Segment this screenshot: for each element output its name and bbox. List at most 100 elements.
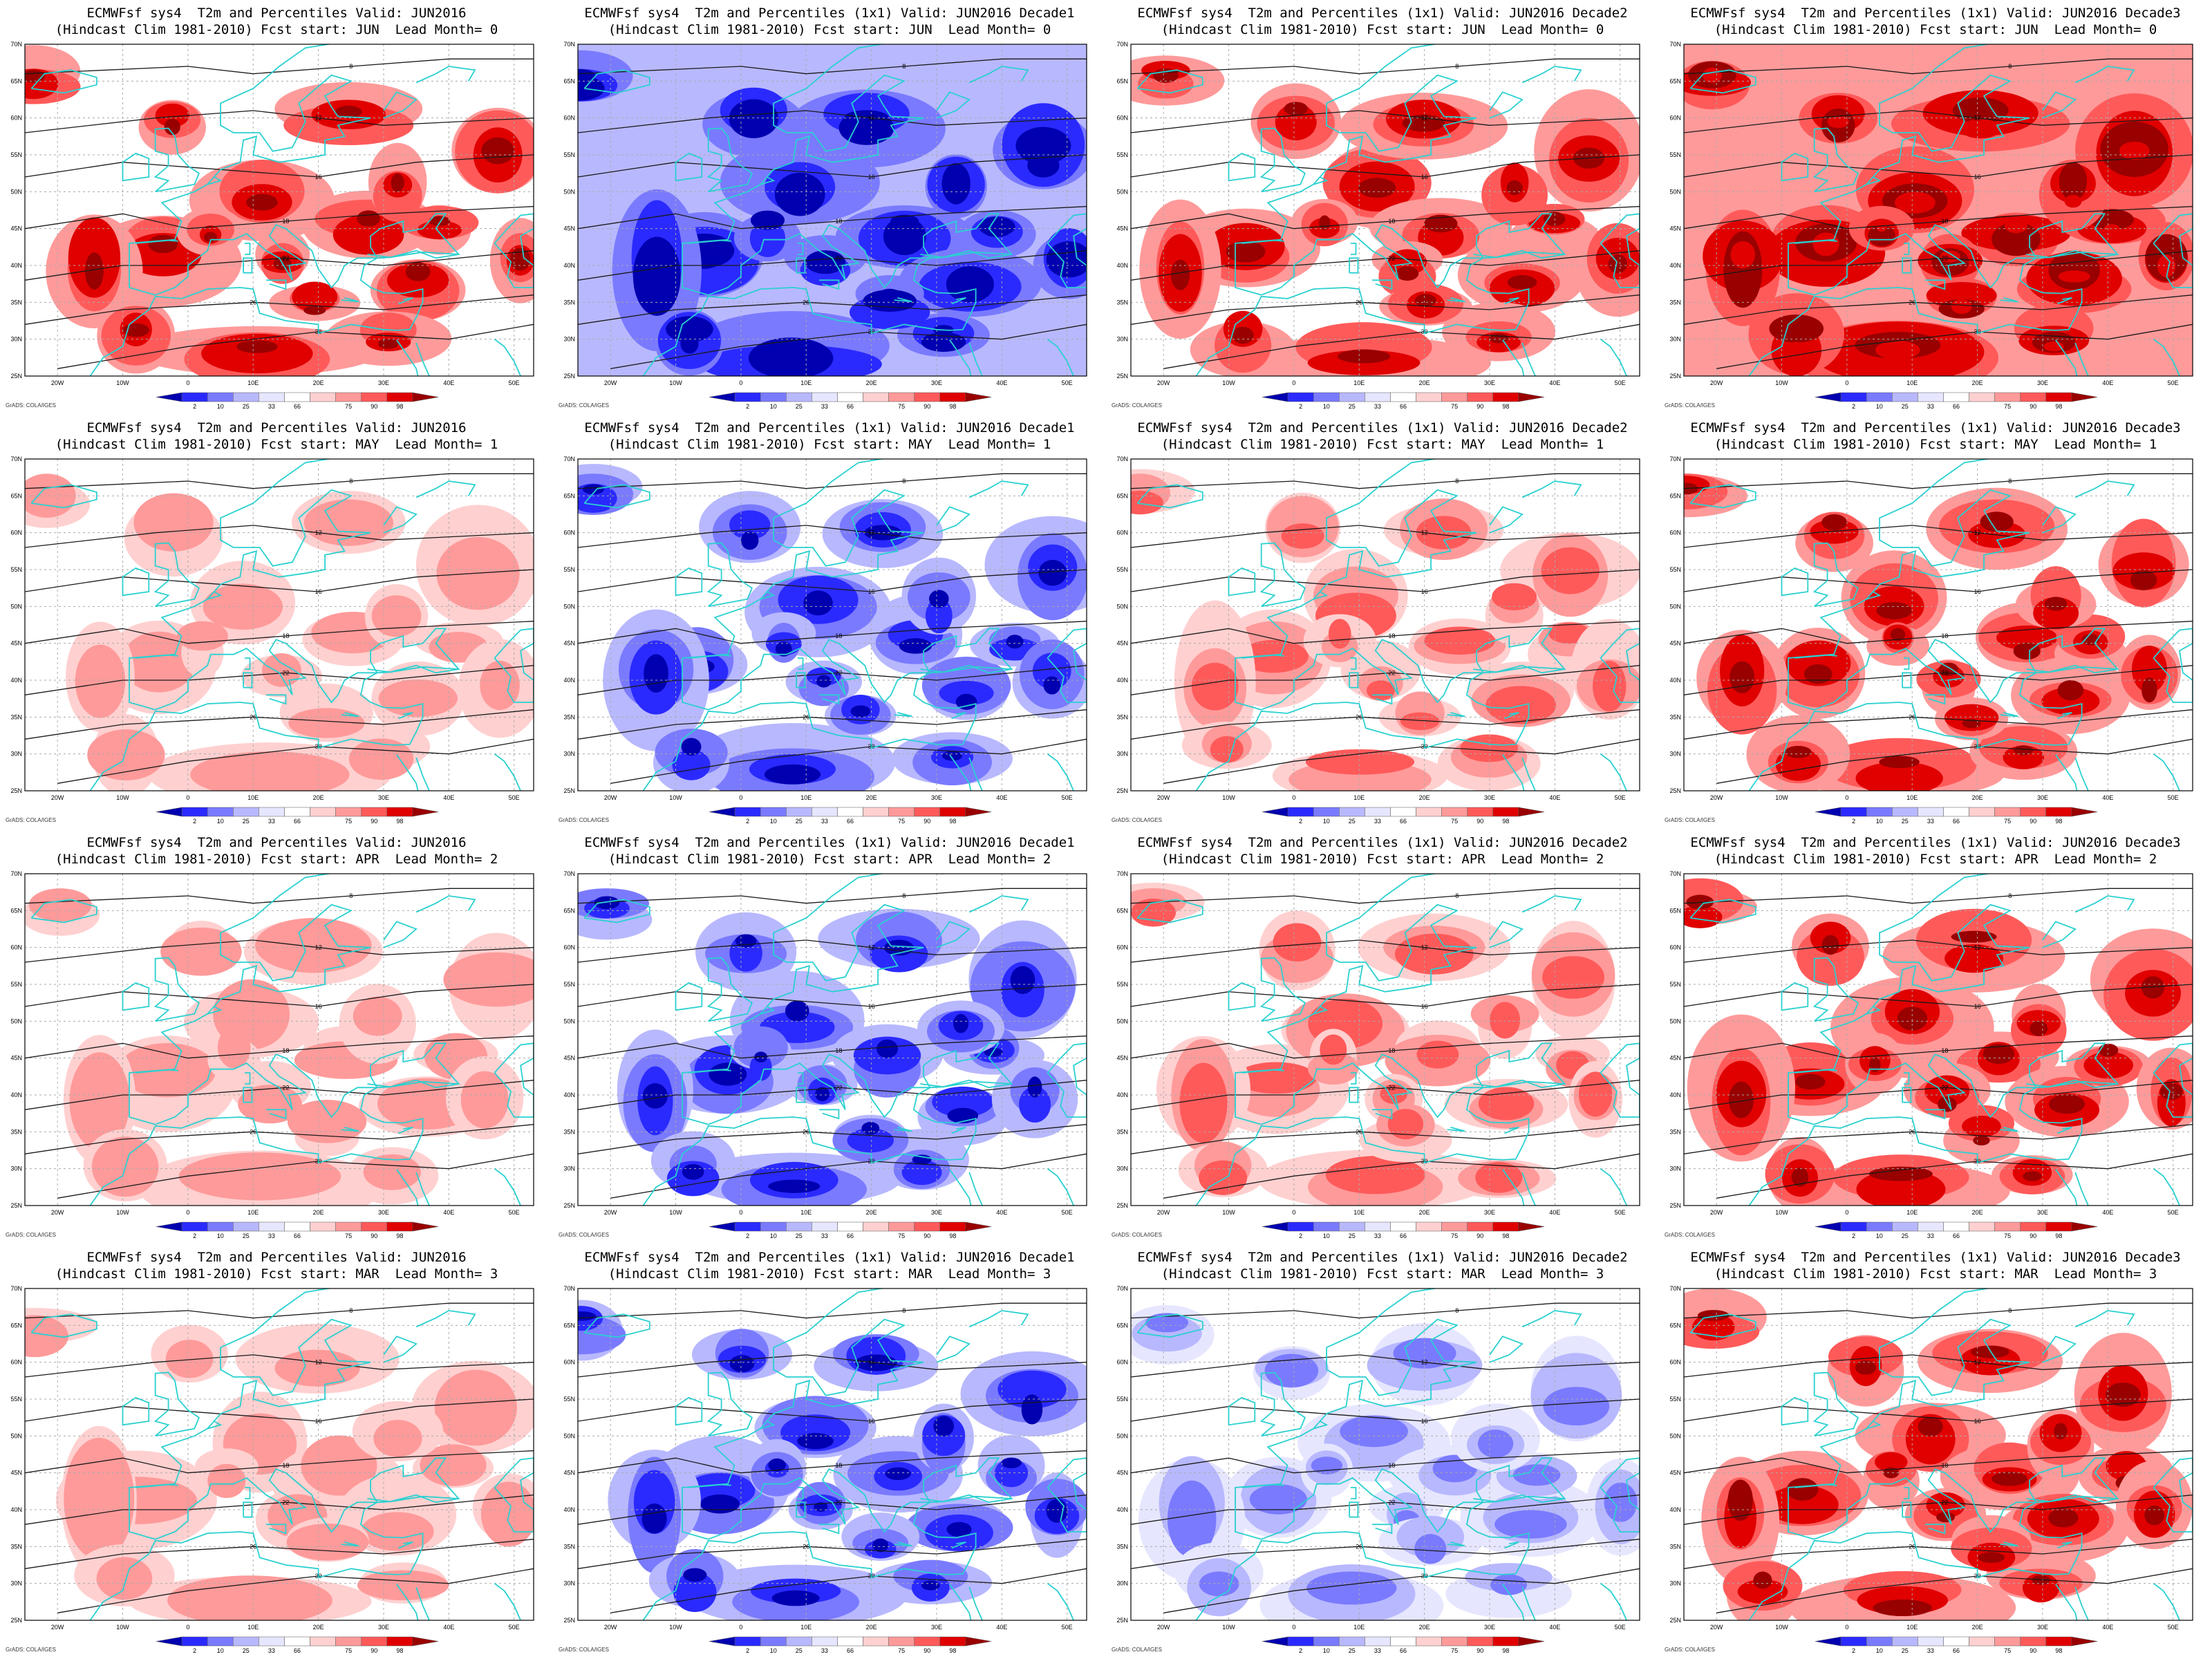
anomaly-shade <box>1131 898 1177 927</box>
coastline <box>135 654 178 659</box>
anomaly-shade <box>1235 1062 1317 1094</box>
lon-tick-label: 30E <box>378 1624 389 1631</box>
anomaly-shade <box>1281 523 1324 549</box>
anomaly-shade <box>771 1590 820 1606</box>
map-frame <box>1683 458 2193 791</box>
temperature-contour <box>1684 621 2193 644</box>
anomaly-shade <box>1010 966 1035 995</box>
colorbar-label: 25 <box>243 1647 250 1654</box>
contour-label: 12 <box>1974 529 1981 536</box>
coastline <box>1489 506 1524 534</box>
coastline <box>153 127 200 193</box>
colorbar-label: 10 <box>770 403 777 410</box>
lon-tick-label: 30E <box>1484 1624 1495 1631</box>
colorbar-swatch <box>1365 807 1391 817</box>
colorbar-label: 25 <box>796 403 803 410</box>
anomaly-shade <box>1275 104 1317 140</box>
contour-label: 22 <box>1388 1084 1395 1091</box>
lon-tick-label: 30E <box>931 379 942 386</box>
contour-label: 18 <box>282 218 289 225</box>
colorbar-label: 66 <box>847 403 854 410</box>
lat-tick-label: 60N <box>1116 944 1128 951</box>
coastline <box>1788 874 2050 1125</box>
colorbar-label: 75 <box>345 1232 352 1239</box>
temperature-contour <box>1131 939 1640 963</box>
coastline <box>1812 1371 1859 1437</box>
anomaly-shade <box>1249 1484 1307 1515</box>
forecast-panel: 8 12 16 18 22 26 30 70N 65N 60N 55N 50N 45N 40N 35N 30N… <box>0 0 553 415</box>
anomaly-shade <box>925 598 953 634</box>
colorbar-swatch <box>2045 392 2072 402</box>
anomaly-shade <box>460 1071 509 1129</box>
lon-tick-label: 10W <box>1222 794 1235 801</box>
coastline <box>2055 1169 2078 1206</box>
anomaly-shade <box>1494 1510 1567 1539</box>
coastline <box>1447 297 1465 303</box>
map-frame <box>1130 458 1640 791</box>
temperature-contour <box>1131 1035 1640 1059</box>
anomaly-shade <box>429 216 451 226</box>
contour-label: 22 <box>835 1499 842 1506</box>
anomaly-shade <box>1783 341 1809 357</box>
coastline <box>367 1079 459 1089</box>
anomaly-shade <box>864 525 901 541</box>
anomaly-shade <box>2054 1423 2068 1440</box>
lon-tick-label: 10W <box>1775 1209 1788 1216</box>
forecast-panel: 8 12 16 18 22 26 30 70N 65N 60N 55N 50N 45N 40N 35N 30N… <box>1106 830 1659 1244</box>
temperature-contour <box>1131 1302 1640 1319</box>
coastline <box>245 243 251 255</box>
anomaly-shade <box>2064 194 2082 208</box>
colorbar-swatch <box>709 1221 735 1232</box>
coastline <box>1502 754 1525 791</box>
colorbar-label: 2 <box>1299 1647 1302 1654</box>
colorbar-swatch <box>2071 1221 2098 1232</box>
anomaly-shade <box>481 137 514 165</box>
panel-subtitle: (Hindcast Clim 1981-2010) Fcst start: JU… <box>608 22 1051 37</box>
lat-tick-label: 45N <box>10 1470 22 1477</box>
lat-tick-label: 45N <box>10 1055 22 1062</box>
lon-tick-label: 20E <box>866 1209 877 1216</box>
lat-tick-label: 35N <box>10 299 22 306</box>
lat-tick-label: 25N <box>563 1617 575 1624</box>
colorbar-swatch <box>1416 1636 1442 1647</box>
anomaly-shade <box>377 339 399 349</box>
coastline <box>129 459 391 711</box>
colorbar-swatch <box>1390 1221 1416 1232</box>
colorbar-label: 25 <box>1349 403 1356 410</box>
colorbar-swatch <box>888 1636 915 1647</box>
lon-tick-label: 0 <box>186 1209 189 1216</box>
lat-tick-label: 45N <box>563 1470 575 1477</box>
coastline <box>2074 1310 2135 1328</box>
colorbar-label: 10 <box>1323 1232 1330 1239</box>
colorbar-swatch <box>709 807 735 817</box>
coastline <box>1473 1494 1565 1503</box>
coastline <box>1504 1127 1519 1134</box>
lat-tick-label: 50N <box>1669 1018 1681 1024</box>
anomaly-shade <box>85 252 104 290</box>
anomaly-shade <box>1869 1057 1881 1073</box>
forecast-panel: 8 12 16 18 22 26 30 70N 65N 60N 55N 50N 45N 40N 35N 30N… <box>1106 415 1659 830</box>
coastline <box>1866 591 1882 600</box>
grads-credit: GrADS: COLA/IGES <box>559 1647 609 1653</box>
anomaly-shade <box>1692 1313 1735 1341</box>
coastline <box>1781 567 1809 597</box>
colorbar-swatch <box>1262 1636 1288 1647</box>
coastline <box>266 1524 287 1535</box>
temperature-contour <box>578 1354 1087 1378</box>
lat-tick-label: 45N <box>563 225 575 232</box>
contour-label: 18 <box>1388 1047 1395 1054</box>
lat-tick-label: 70N <box>563 870 575 877</box>
coastline <box>1902 1087 1912 1103</box>
lat-tick-label: 60N <box>1116 115 1128 122</box>
colorbar-label: 75 <box>2004 818 2011 825</box>
anomaly-shade <box>1791 1168 1809 1187</box>
coastline <box>266 1109 287 1120</box>
lat-tick-label: 40N <box>1669 1091 1681 1098</box>
anomaly-shade <box>292 281 338 312</box>
panel-title: ECMWFsf sys4 T2m and Percentiles (1x1) V… <box>1137 835 1628 850</box>
coastline <box>1259 1371 1306 1437</box>
anomaly-shade <box>1543 1387 1610 1426</box>
grads-credit: GrADS: COLA/IGES <box>559 402 609 409</box>
anomaly-shade <box>805 250 846 274</box>
temperature-contour <box>578 665 1087 695</box>
